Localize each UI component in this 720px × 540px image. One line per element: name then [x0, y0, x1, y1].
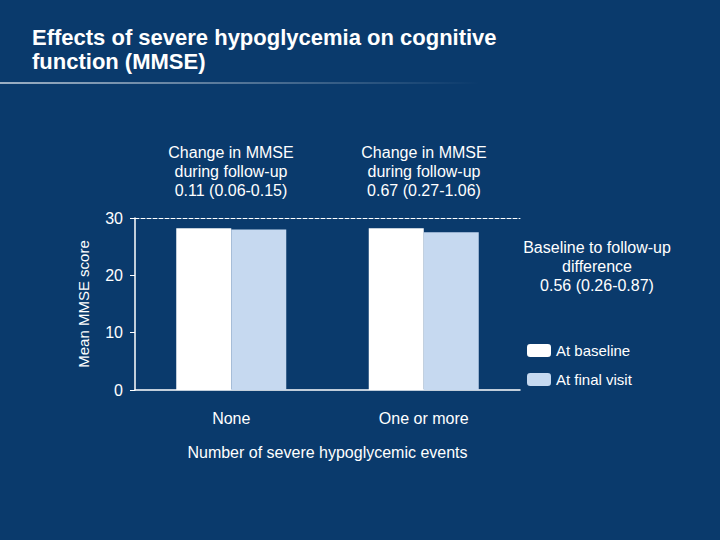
svg-text:Mean MMSE score: Mean MMSE score	[75, 240, 92, 368]
svg-text:At baseline: At baseline	[556, 342, 630, 359]
svg-text:0.56 (0.26-0.87): 0.56 (0.26-0.87)	[540, 277, 654, 294]
svg-text:Number of severe hypoglycemic: Number of severe hypoglycemic events	[187, 444, 467, 461]
svg-text:Change in MMSE: Change in MMSE	[168, 144, 293, 161]
svg-text:function (MMSE): function (MMSE)	[32, 49, 206, 74]
svg-text:Change in MMSE: Change in MMSE	[361, 144, 486, 161]
svg-text:Effects of severe hypoglycemia: Effects of severe hypoglycemia on cognit…	[32, 25, 497, 50]
svg-text:difference: difference	[562, 258, 632, 275]
svg-text:None: None	[212, 410, 250, 427]
svg-text:30: 30	[105, 210, 123, 227]
svg-text:10: 10	[105, 324, 123, 341]
svg-text:At final visit: At final visit	[556, 371, 633, 388]
svg-text:during follow-up: during follow-up	[368, 163, 481, 180]
svg-text:0.67 (0.27-1.06): 0.67 (0.27-1.06)	[367, 182, 481, 199]
svg-text:0: 0	[114, 382, 123, 399]
svg-text:One or more: One or more	[379, 410, 469, 427]
svg-text:Baseline to follow-up: Baseline to follow-up	[523, 239, 671, 256]
svg-text:during follow-up: during follow-up	[175, 163, 288, 180]
svg-text:0.11 (0.06-0.15): 0.11 (0.06-0.15)	[175, 182, 288, 199]
svg-text:20: 20	[105, 267, 123, 284]
